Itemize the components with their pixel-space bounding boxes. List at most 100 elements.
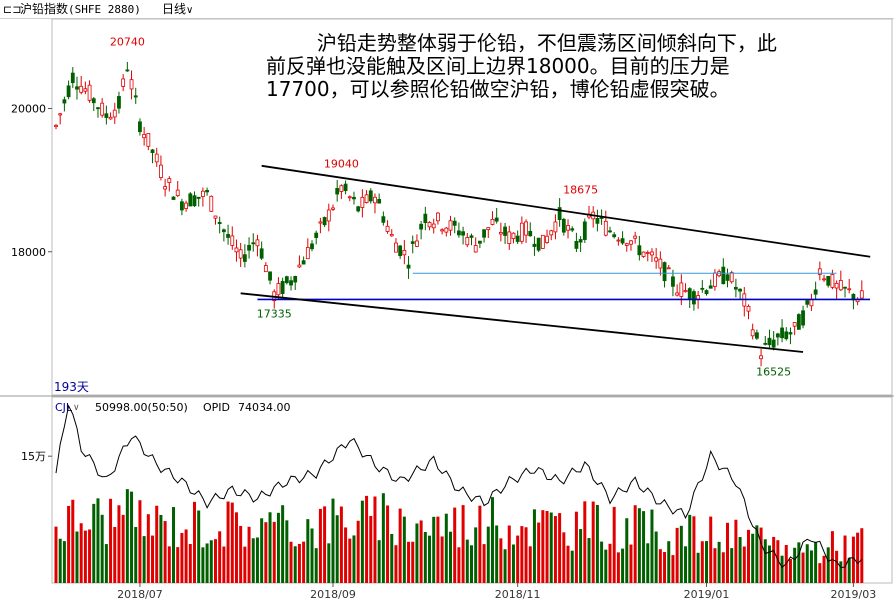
candle-body — [528, 230, 533, 237]
period-selector[interactable]: 日线∨ — [162, 0, 193, 20]
volume-bar — [461, 505, 465, 583]
instrument-name: 沪铅指数 — [20, 2, 69, 16]
candle-body — [117, 96, 121, 109]
volume-bar — [503, 549, 507, 583]
volume-bar — [490, 497, 494, 583]
candle-body — [112, 109, 117, 118]
candle-body — [180, 201, 184, 211]
candle-body — [121, 78, 126, 87]
volume-bar — [146, 514, 150, 583]
volume-bar — [234, 512, 238, 583]
channel-upper-line — [261, 164, 871, 258]
volume-bar — [524, 527, 528, 583]
candle-body — [792, 322, 797, 327]
volume-bar — [663, 551, 667, 583]
candle-body — [221, 229, 226, 233]
volume-bar — [830, 531, 834, 583]
volume-bar — [239, 525, 243, 583]
candle-body — [452, 220, 457, 226]
volume-bar — [482, 544, 486, 583]
candle-body — [415, 240, 419, 247]
candle-body — [805, 300, 810, 305]
opid-value: 74034.00 — [238, 401, 291, 414]
volume-bar — [444, 513, 448, 583]
candle-body — [205, 190, 209, 193]
candle-body — [66, 85, 71, 98]
volume-bar — [264, 522, 268, 583]
volume-bar — [537, 522, 541, 583]
candle-body — [331, 207, 335, 210]
volume-bar — [646, 543, 650, 583]
volume-bar — [188, 543, 192, 583]
candle-body — [276, 283, 281, 296]
indicator-menu-icon: ∨ — [73, 403, 80, 413]
volume-bar — [486, 526, 490, 583]
candle-body — [603, 220, 608, 236]
candle-body — [473, 245, 478, 253]
candle-body — [335, 188, 340, 195]
volume-bar — [390, 533, 394, 583]
volume-bar — [310, 528, 314, 583]
candle-body — [784, 331, 789, 340]
volume-bar — [184, 529, 188, 583]
volume-bar — [856, 532, 860, 583]
volume-bar — [167, 546, 171, 583]
candle-body — [838, 280, 843, 291]
volume-bar — [574, 511, 578, 583]
volume-bar — [495, 525, 499, 583]
candle-body — [834, 282, 839, 289]
candle-body — [284, 276, 289, 284]
candle-body — [608, 230, 612, 233]
candle-body — [771, 339, 776, 348]
volume-bar — [759, 527, 763, 583]
candle-body — [339, 185, 344, 192]
candle-body — [146, 133, 151, 147]
volume-bar — [402, 516, 406, 583]
volume-bar — [71, 499, 75, 583]
volume-bar — [449, 531, 453, 583]
candle-body — [150, 149, 155, 153]
candle-body — [557, 207, 562, 221]
volume-bar — [285, 520, 289, 583]
volume-bar — [327, 543, 331, 583]
candle-body — [104, 113, 109, 118]
volume-bar — [587, 538, 591, 583]
candle-body — [436, 212, 440, 222]
volume-bar — [318, 508, 322, 583]
candle-body — [511, 232, 516, 239]
candle-body — [515, 235, 520, 242]
volume-bar — [121, 514, 125, 583]
candle-body — [780, 327, 784, 339]
candle-body — [242, 254, 247, 262]
volume-bar — [339, 506, 343, 583]
volume-bar — [625, 518, 629, 583]
candle-body — [326, 209, 331, 222]
volume-bar — [499, 538, 503, 583]
volume-bar — [566, 545, 570, 583]
candle-body — [545, 235, 549, 243]
volume-bar — [54, 526, 58, 583]
volume-bar — [776, 540, 780, 583]
candle-body — [217, 222, 222, 225]
candle-body — [633, 235, 638, 239]
candle-body — [268, 271, 272, 281]
volume-bar — [629, 544, 633, 583]
instrument-title[interactable]: 沪铅指数(SHFE 2880) — [20, 0, 141, 19]
volume-bar — [793, 547, 797, 583]
volume-bar — [826, 547, 830, 583]
candle-body — [133, 95, 138, 98]
candle-body — [192, 195, 197, 207]
candle-body — [297, 264, 302, 268]
y-tick-label: 18000 — [11, 246, 46, 259]
volume-bar — [276, 512, 280, 583]
volume-bar — [218, 531, 222, 583]
y-tick-label: 20000 — [11, 103, 46, 116]
candle-body — [754, 332, 759, 339]
volume-bar — [323, 506, 327, 583]
volume-bar — [709, 516, 713, 583]
candle-body — [767, 337, 772, 346]
candle-body — [394, 242, 398, 253]
volume-bar — [134, 526, 138, 583]
chevron-down-icon: ∨ — [186, 5, 194, 16]
